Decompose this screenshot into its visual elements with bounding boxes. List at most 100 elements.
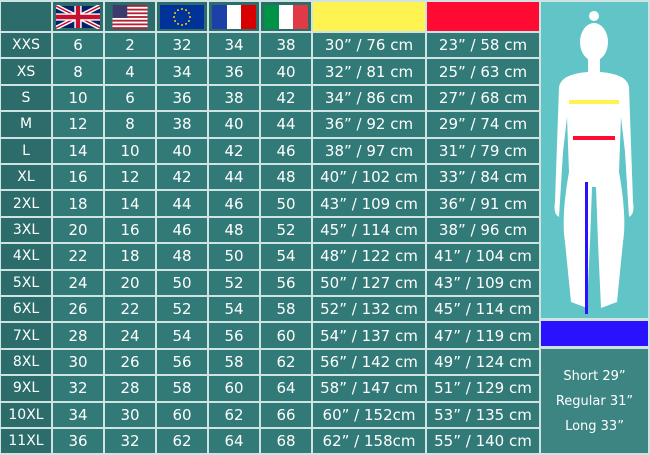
it-cell: 40 bbox=[261, 59, 311, 84]
bust-cell: 30” / 76 cm bbox=[313, 33, 425, 58]
waist-cell: 49” / 124 cm bbox=[427, 349, 539, 375]
bust-cell: 45” / 114 cm bbox=[313, 217, 425, 243]
it-cell: 38 bbox=[261, 33, 311, 58]
uk-cell: 14 bbox=[53, 138, 103, 163]
body-figure bbox=[541, 2, 648, 318]
us-cell: 30 bbox=[105, 402, 155, 427]
us-cell: 22 bbox=[105, 297, 155, 322]
fr-cell: 36 bbox=[209, 59, 259, 84]
us-cell: 14 bbox=[105, 191, 155, 216]
size-cell: XS bbox=[1, 59, 51, 84]
eu-cell: 40 bbox=[157, 138, 207, 163]
it-cell: 56 bbox=[261, 270, 311, 295]
waist-cell: 53” / 135 cm bbox=[427, 402, 539, 427]
bust-cell: 48” / 122 cm bbox=[313, 244, 425, 269]
eu-cell: 52 bbox=[157, 297, 207, 322]
uk-cell: 22 bbox=[53, 244, 103, 269]
us-cell: 18 bbox=[105, 244, 155, 269]
eu-cell: 50 bbox=[157, 270, 207, 295]
size-cell: 6XL bbox=[1, 297, 51, 322]
size-cell: 5XL bbox=[1, 270, 51, 295]
size-cell: 2XL bbox=[1, 191, 51, 216]
waist-cell: 29” / 74 cm bbox=[427, 112, 539, 137]
eu-cell: 42 bbox=[157, 165, 207, 190]
uk-cell: 6 bbox=[53, 33, 103, 58]
us-cell: 10 bbox=[105, 138, 155, 163]
waist-cell: 43” / 109 cm bbox=[427, 270, 539, 295]
us-flag-icon bbox=[105, 2, 155, 31]
bust-cell: 38” / 97 cm bbox=[313, 138, 425, 163]
fr-cell: 38 bbox=[209, 85, 259, 111]
eu-cell: 62 bbox=[157, 429, 207, 454]
header-corner bbox=[1, 2, 51, 31]
it-cell: 42 bbox=[261, 85, 311, 111]
fr-cell: 48 bbox=[209, 217, 259, 243]
bust-cell: 32” / 81 cm bbox=[313, 59, 425, 84]
us-cell: 26 bbox=[105, 349, 155, 375]
waist-cell: 31” / 79 cm bbox=[427, 138, 539, 163]
waist-cell: 25” / 63 cm bbox=[427, 59, 539, 84]
uk-flag-icon bbox=[53, 2, 103, 31]
fr-cell: 46 bbox=[209, 191, 259, 216]
eu-cell: 32 bbox=[157, 33, 207, 58]
fr-cell: 42 bbox=[209, 138, 259, 163]
body-silhouette-icon bbox=[554, 11, 634, 314]
eu-cell: 44 bbox=[157, 191, 207, 216]
it-cell: 66 bbox=[261, 402, 311, 427]
fr-cell: 56 bbox=[209, 323, 259, 348]
size-cell: XL bbox=[1, 165, 51, 190]
inseam-measure-line bbox=[585, 182, 588, 314]
size-cell: XXS bbox=[1, 33, 51, 58]
eu-cell: 58 bbox=[157, 376, 207, 401]
inseam-short: Short 29” bbox=[563, 368, 626, 384]
us-cell: 8 bbox=[105, 112, 155, 137]
it-cell: 52 bbox=[261, 217, 311, 243]
bust-cell: 60” / 152cm bbox=[313, 402, 425, 427]
inseam-long: Long 33” bbox=[565, 418, 624, 434]
bust-measure-line bbox=[569, 100, 619, 104]
bust-cell: 50” / 127 cm bbox=[313, 270, 425, 295]
uk-cell: 18 bbox=[53, 191, 103, 216]
bust-cell: 34” / 86 cm bbox=[313, 85, 425, 111]
waist-cell: 23” / 58 cm bbox=[427, 33, 539, 58]
uk-cell: 28 bbox=[53, 323, 103, 348]
bust-cell: 40” / 102 cm bbox=[313, 165, 425, 190]
it-cell: 44 bbox=[261, 112, 311, 137]
bust-cell: 43” / 109 cm bbox=[313, 191, 425, 216]
size-cell: 9XL bbox=[1, 376, 51, 401]
size-cell: M bbox=[1, 112, 51, 137]
eu-cell: 56 bbox=[157, 349, 207, 375]
uk-cell: 10 bbox=[53, 85, 103, 111]
it-cell: 46 bbox=[261, 138, 311, 163]
fr-cell: 58 bbox=[209, 349, 259, 375]
fr-cell: 54 bbox=[209, 297, 259, 322]
us-cell: 2 bbox=[105, 33, 155, 58]
us-cell: 12 bbox=[105, 165, 155, 190]
inseam-lengths: Short 29” Regular 31” Long 33” bbox=[541, 349, 648, 453]
eu-cell: 48 bbox=[157, 244, 207, 269]
fr-cell: 64 bbox=[209, 429, 259, 454]
inseam-color-key bbox=[541, 321, 648, 346]
waist-cell: 51” / 129 cm bbox=[427, 376, 539, 401]
uk-cell: 30 bbox=[53, 349, 103, 375]
fr-cell: 44 bbox=[209, 165, 259, 190]
waist-cell: 41” / 104 cm bbox=[427, 244, 539, 269]
waist-cell: 55” / 140 cm bbox=[427, 429, 539, 454]
size-cell: 11XL bbox=[1, 429, 51, 454]
it-cell: 60 bbox=[261, 323, 311, 348]
us-cell: 28 bbox=[105, 376, 155, 401]
fr-cell: 60 bbox=[209, 376, 259, 401]
it-cell: 54 bbox=[261, 244, 311, 269]
eu-flag-icon bbox=[157, 2, 207, 31]
fr-cell: 34 bbox=[209, 33, 259, 58]
size-cell: S bbox=[1, 85, 51, 111]
size-cell: L bbox=[1, 138, 51, 163]
fr-cell: 62 bbox=[209, 402, 259, 427]
waist-cell: 36” / 91 cm bbox=[427, 191, 539, 216]
eu-cell: 60 bbox=[157, 402, 207, 427]
uk-cell: 36 bbox=[53, 429, 103, 454]
bust-color-key bbox=[313, 2, 425, 31]
size-cell: 4XL bbox=[1, 244, 51, 269]
waist-cell: 27” / 68 cm bbox=[427, 85, 539, 111]
waist-cell: 47” / 119 cm bbox=[427, 323, 539, 348]
